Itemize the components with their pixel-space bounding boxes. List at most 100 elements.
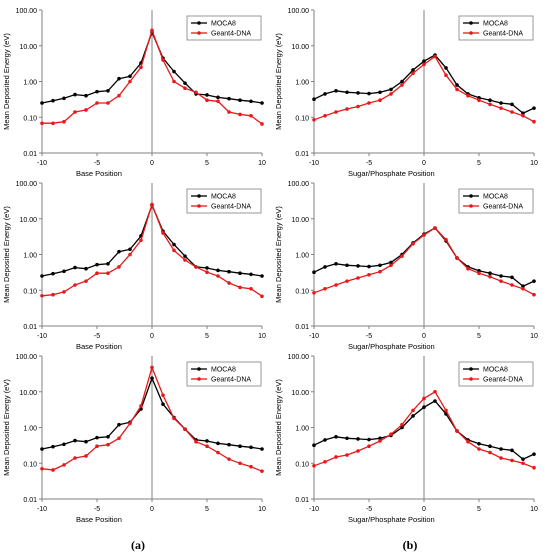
legend-label: MOCA8 (211, 194, 236, 201)
y-tick-label: 10.00 (19, 44, 37, 51)
data-point (455, 87, 459, 92)
x-tick-label: -10 (37, 506, 47, 513)
data-point (400, 422, 404, 427)
data-point (477, 98, 481, 102)
x-tick-label: -10 (309, 160, 319, 167)
data-point (521, 286, 525, 291)
data-point (260, 469, 264, 473)
x-tick-label: 5 (477, 333, 481, 340)
data-point (117, 249, 121, 254)
data-point (117, 93, 121, 98)
data-point (84, 108, 88, 112)
data-point (161, 58, 165, 62)
data-point (477, 271, 481, 275)
y-tick-label: 100.00 (16, 354, 38, 361)
y-tick-label: 1.00 (295, 80, 309, 87)
y-axis-label: Mean Deposited Energy (eV) (274, 379, 283, 476)
x-tick-label: 0 (150, 333, 154, 340)
data-point (161, 402, 165, 406)
data-point (172, 248, 176, 253)
data-point (238, 98, 242, 102)
y-tick-label: 100.00 (288, 181, 310, 188)
data-point (400, 79, 404, 84)
data-point (128, 79, 132, 84)
data-point (227, 457, 231, 461)
data-point (323, 459, 327, 464)
series-geant4-dna (312, 54, 536, 124)
data-point (367, 91, 371, 96)
series-moca8 (40, 376, 264, 451)
data-point (499, 101, 503, 105)
x-tick-label: 10 (258, 160, 266, 167)
x-tick-label: -5 (366, 160, 372, 167)
data-point (422, 396, 426, 401)
chart-panel-3: 0.01 0.10 1.00 10.00 100.00 -10 -5 0 5 10 Base Pos… (2, 181, 266, 351)
data-point (51, 98, 55, 103)
data-point (73, 110, 77, 114)
data-point (95, 435, 99, 440)
data-point (216, 274, 220, 278)
data-point (183, 254, 187, 258)
data-point (411, 71, 415, 76)
x-tick-label: -5 (94, 333, 100, 340)
y-axis-label: Mean Deposited Energy (eV) (2, 379, 11, 476)
data-point (216, 441, 220, 446)
data-point (389, 92, 393, 96)
data-point (499, 447, 503, 451)
data-point (532, 292, 536, 297)
data-point (532, 279, 536, 283)
x-tick-label: 10 (530, 506, 538, 513)
legend-swatch-marker (469, 204, 473, 208)
data-point (356, 91, 360, 95)
y-tick-label: 0.10 (23, 288, 37, 295)
data-point (312, 117, 316, 122)
data-point (84, 439, 88, 444)
y-tick-label: 10.00 (19, 217, 37, 224)
data-point (389, 432, 393, 436)
x-tick-label: 10 (258, 333, 266, 340)
data-point (532, 119, 536, 124)
data-point (194, 439, 198, 444)
data-point (532, 465, 536, 470)
data-point (40, 121, 44, 126)
data-point (356, 276, 360, 280)
data-point (51, 292, 55, 297)
data-point (411, 68, 415, 72)
x-tick-label: 0 (422, 506, 426, 513)
legend-box (186, 15, 262, 41)
chart-panel-4: 0.01 0.10 1.00 10.00 100.00 -10 -5 0 5 10 Sugar/Ph… (274, 181, 538, 351)
legend-box (186, 361, 262, 387)
data-point (139, 404, 143, 408)
data-point (227, 442, 231, 447)
y-tick-label: 100.00 (16, 8, 38, 15)
y-tick-label: 0.01 (23, 324, 37, 331)
legend-box (458, 361, 534, 387)
x-tick-label: -10 (37, 160, 47, 167)
data-point (194, 90, 198, 95)
data-point (444, 66, 448, 70)
data-point (62, 463, 66, 467)
data-point (400, 254, 404, 258)
data-point (345, 263, 349, 268)
data-point (367, 273, 371, 277)
legend-swatch-marker (469, 377, 473, 381)
column-label-b: (b) (402, 538, 418, 552)
data-point (312, 443, 316, 447)
data-point (73, 456, 77, 460)
data-point (411, 408, 415, 413)
data-point (40, 447, 44, 451)
data-point (106, 101, 110, 105)
y-tick-label: 0.10 (23, 461, 37, 468)
data-point (433, 54, 437, 59)
data-point (367, 437, 371, 442)
data-point (128, 421, 132, 426)
data-point (40, 466, 44, 471)
data-point (40, 274, 44, 278)
data-point (73, 92, 77, 97)
data-point (389, 260, 393, 265)
data-point (260, 101, 264, 105)
data-point (227, 96, 231, 101)
data-point (150, 365, 154, 370)
data-point (183, 86, 187, 90)
